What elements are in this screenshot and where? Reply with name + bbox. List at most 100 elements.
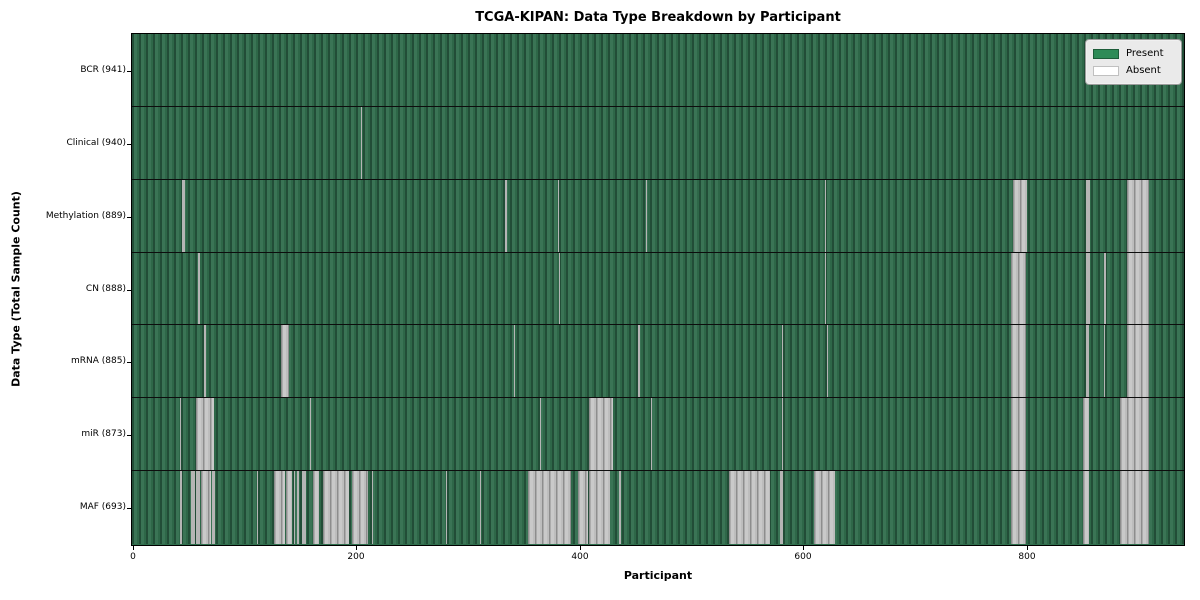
absent-stripe: [297, 471, 299, 544]
heatmap-row-Methylation: [132, 179, 1184, 253]
present-swatch-icon: [1093, 48, 1119, 59]
absent-stripe: [578, 471, 589, 544]
heatmap-row-MAF: [132, 471, 1184, 544]
absent-stripe: [1010, 325, 1027, 398]
x-tick-label-600: 600: [794, 552, 812, 562]
y-tick-mark: [127, 435, 131, 436]
absent-stripe: [280, 325, 289, 398]
y-tick-label-miR: miR (873): [81, 429, 126, 439]
x-tick-mark: [133, 546, 134, 550]
absent-stripe: [203, 325, 206, 398]
x-tick-mark: [580, 546, 581, 550]
x-tick-mark: [356, 546, 357, 550]
absent-stripe: [827, 325, 829, 398]
x-tick-mark: [1027, 546, 1028, 550]
absent-stripe: [313, 471, 319, 544]
absent-stripe: [273, 471, 286, 544]
absent-stripe: [1010, 252, 1027, 325]
y-tick-label-Clinical: Clinical (940): [66, 138, 126, 148]
absent-stripe: [650, 398, 652, 471]
absent-stripe: [191, 471, 195, 544]
heatmap-plot-area: [131, 33, 1185, 546]
absent-stripe: [1085, 252, 1091, 325]
absent-stripe: [1010, 471, 1027, 544]
absent-stripe: [301, 471, 307, 544]
absent-stripe: [361, 106, 363, 179]
absent-stripe: [1103, 325, 1105, 398]
legend-label-absent: Absent: [1126, 65, 1161, 76]
absent-stripe: [286, 471, 292, 544]
y-tick-mark: [127, 290, 131, 291]
x-tick-label-200: 200: [347, 552, 365, 562]
absent-stripe: [1010, 398, 1027, 471]
absent-stripe: [1120, 398, 1150, 471]
absent-stripe: [323, 471, 349, 544]
absent-stripe: [446, 471, 448, 544]
absent-swatch-icon: [1093, 65, 1119, 76]
absent-stripe: [372, 471, 374, 544]
heatmap-row-BCR: [132, 34, 1184, 107]
absent-stripe: [646, 179, 648, 252]
absent-stripe: [1083, 398, 1089, 471]
absent-stripe: [257, 471, 259, 544]
y-tick-label-BCR: BCR (941): [80, 65, 126, 75]
absent-stripe: [309, 398, 311, 471]
absent-stripe: [781, 325, 783, 398]
absent-stripe: [197, 252, 201, 325]
x-tick-label-0: 0: [130, 552, 136, 562]
absent-stripe: [479, 471, 481, 544]
legend-label-present: Present: [1126, 48, 1164, 59]
x-axis-label: Participant: [623, 569, 693, 582]
absent-stripe: [1012, 179, 1028, 252]
absent-stripe: [557, 179, 560, 252]
heatmap-row-CN: [132, 252, 1184, 326]
absent-stripe: [728, 471, 771, 544]
absent-stripe: [180, 398, 182, 471]
y-tick-label-Methylation: Methylation (889): [45, 211, 126, 221]
y-axis-label: Data Type (Total Sample Count): [9, 191, 23, 387]
x-tick-mark: [803, 546, 804, 550]
chart-title: TCGA-KIPAN: Data Type Breakdown by Parti…: [475, 10, 841, 25]
absent-stripe: [1083, 471, 1089, 544]
legend: Present Absent: [1085, 39, 1182, 85]
y-tick-label-mRNA: mRNA (885): [71, 356, 126, 366]
absent-stripe: [514, 325, 516, 398]
absent-stripe: [195, 398, 214, 471]
absent-stripe: [1085, 325, 1089, 398]
absent-stripe: [182, 179, 185, 252]
absent-stripe: [294, 471, 296, 544]
absent-stripe: [1103, 252, 1106, 325]
y-tick-mark: [127, 217, 131, 218]
absent-stripe: [589, 471, 611, 544]
y-tick-mark: [127, 508, 131, 509]
x-tick-label-400: 400: [571, 552, 589, 562]
heatmap-row-Clinical: [132, 106, 1184, 180]
heatmap-row-miR: [132, 398, 1184, 472]
absent-stripe: [559, 252, 561, 325]
absent-stripe: [201, 471, 212, 544]
absent-stripe: [825, 252, 827, 325]
y-tick-mark: [127, 144, 131, 145]
absent-stripe: [825, 179, 827, 252]
absent-stripe: [527, 471, 572, 544]
y-tick-mark: [127, 71, 131, 72]
x-tick-label-800: 800: [1018, 552, 1036, 562]
legend-item-absent: Absent: [1093, 62, 1174, 79]
heatmap-row-mRNA: [132, 325, 1184, 399]
absent-stripe: [352, 471, 368, 544]
absent-stripe: [1085, 179, 1091, 252]
absent-stripe: [781, 398, 783, 471]
absent-stripe: [1126, 179, 1150, 252]
absent-stripe: [212, 471, 215, 544]
absent-stripe: [619, 471, 621, 544]
absent-stripe: [180, 471, 183, 544]
absent-stripe: [780, 471, 783, 544]
absent-stripe: [540, 398, 542, 471]
absent-stripe: [589, 398, 613, 471]
absent-stripe: [195, 471, 201, 544]
absent-stripe: [505, 179, 507, 252]
absent-stripe: [1126, 252, 1150, 325]
y-tick-label-MAF: MAF (693): [79, 502, 126, 512]
absent-stripe: [1126, 325, 1150, 398]
